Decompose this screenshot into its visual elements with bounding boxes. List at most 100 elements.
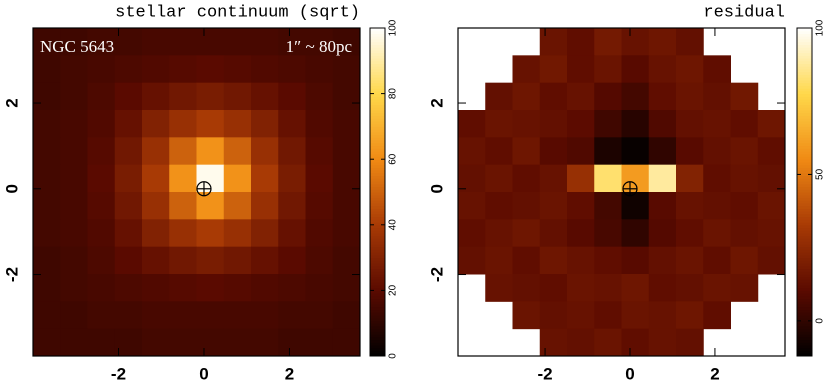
heat-cell <box>539 219 568 248</box>
heat-cell <box>87 328 116 357</box>
colorbar-slice <box>797 107 812 111</box>
colorbar-slice <box>370 85 385 89</box>
heat-cell <box>196 274 225 302</box>
heat-cell <box>332 164 361 193</box>
colorbar-slice <box>370 224 385 229</box>
colorbar-slice <box>370 142 385 147</box>
heat-cell <box>278 246 306 275</box>
colorbar-slice <box>797 60 812 65</box>
colorbar-slice <box>797 183 812 188</box>
heat-cell <box>60 110 88 138</box>
colorbar-slice <box>370 58 385 62</box>
colorbar-slice <box>797 306 812 311</box>
heat-cell <box>87 274 116 302</box>
heat-cell <box>114 219 143 248</box>
heat-cell <box>648 55 677 84</box>
heat-cell <box>594 164 622 193</box>
colorbar-slice <box>370 252 385 256</box>
x-tick-label: 2 <box>285 364 294 383</box>
colorbar-slice <box>797 99 812 103</box>
colorbar-slice <box>797 159 812 163</box>
heat-cell <box>278 137 306 166</box>
colorbar-slice <box>370 120 385 125</box>
colorbar-slice <box>797 205 812 209</box>
heat-cell <box>251 164 279 193</box>
colorbar-slice <box>797 129 812 133</box>
colorbar-slice <box>797 38 812 43</box>
heat-cell <box>512 164 541 193</box>
colorbar-slice <box>797 219 812 223</box>
colorbar-slice <box>797 202 812 207</box>
heat-cell <box>539 246 568 275</box>
colorbar-slice <box>370 126 385 130</box>
colorbar-slice <box>797 33 812 37</box>
colorbar-slice <box>370 181 385 185</box>
colorbar-tick-label: 0 <box>815 318 826 324</box>
heat-cell <box>594 192 622 220</box>
heat-cell <box>567 328 595 357</box>
heat-cell <box>730 219 759 248</box>
colorbar-slice <box>370 222 385 226</box>
heat-cell <box>196 82 225 111</box>
colorbar-slice <box>370 134 385 138</box>
heat-cell <box>594 110 622 138</box>
heat-cell <box>33 328 61 357</box>
heat-cell <box>142 328 170 357</box>
colorbar-slice <box>370 148 385 152</box>
heat-cell <box>512 246 541 275</box>
heat-cell <box>594 137 622 166</box>
colorbar-slice <box>370 90 385 95</box>
heat-cell <box>512 274 541 302</box>
colorbar-slice <box>797 293 812 297</box>
heat-cell <box>648 274 677 302</box>
colorbar-slice <box>797 345 812 349</box>
heat-cell <box>676 110 704 138</box>
colorbar-slice <box>370 175 385 179</box>
heat-cell <box>278 55 306 84</box>
heat-cell <box>169 164 197 193</box>
colorbar-slice <box>797 334 812 338</box>
heat-cell <box>512 82 541 111</box>
colorbar-slice <box>370 290 385 294</box>
heat-cell <box>757 164 786 193</box>
heat-cell <box>305 246 334 275</box>
heat-cell <box>196 28 225 56</box>
heat-cell <box>512 219 541 248</box>
heat-cell <box>223 328 252 357</box>
heat-cell <box>142 192 170 220</box>
colorbar-slice <box>370 342 385 346</box>
heat-cell <box>33 82 61 111</box>
heat-cell <box>703 192 731 220</box>
heat-cell <box>621 328 650 357</box>
heat-cell <box>33 164 61 193</box>
colorbar-slice <box>370 315 385 319</box>
colorbar-slice <box>797 93 812 97</box>
heat-cell <box>169 219 197 248</box>
colorbar-slice <box>797 254 812 259</box>
colorbar-slice <box>370 115 385 119</box>
colorbar-slice <box>797 287 812 291</box>
heat-cell <box>458 164 486 193</box>
heat-cell <box>676 137 704 166</box>
heat-cell <box>512 110 541 138</box>
colorbar-slice <box>797 145 812 149</box>
colorbar-slice <box>797 268 812 272</box>
colorbar-slice <box>797 246 812 250</box>
heat-cell <box>114 246 143 275</box>
heat-cell <box>169 110 197 138</box>
heat-cell <box>676 246 704 275</box>
colorbar-slice <box>370 140 385 144</box>
colorbar-slice <box>370 328 385 332</box>
colorbar-slice <box>370 208 385 212</box>
colorbar-slice <box>370 216 385 220</box>
colorbar-slice <box>797 161 812 166</box>
heat-cell <box>223 137 252 166</box>
colorbar-slice <box>370 200 385 204</box>
heat-cell <box>567 192 595 220</box>
heat-cell <box>539 110 568 138</box>
colorbar-slice <box>370 30 385 34</box>
heat-cell <box>305 274 334 302</box>
heat-cell <box>142 301 170 330</box>
colorbar-slice <box>797 101 812 106</box>
